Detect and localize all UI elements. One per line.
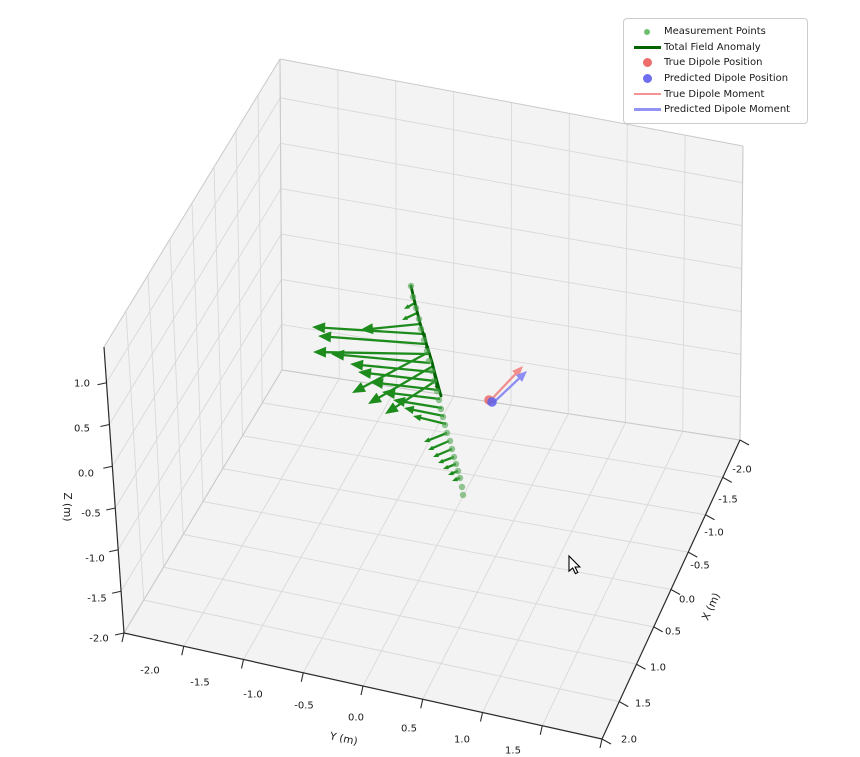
legend-item: True Dipole Moment [630,86,801,102]
legend-item-label: Predicted Dipole Position [664,73,789,85]
y-tick-label: 1.0 [454,735,470,746]
legend-item: True Dipole Position [630,55,801,71]
z-tick-label: -0.5 [81,509,101,520]
x-tick-label: 1.5 [635,699,651,710]
y-tick-label: -1.0 [243,690,263,701]
legend-item-label: True Dipole Moment [664,88,765,100]
tick-labels: -2.0 -1.5 -1.0 -0.5 0.0 0.5 1.0 1.5 2.0 -2.0 -1.5 -… [74,379,752,757]
y-tick-label: 0.0 [348,713,364,724]
z-tick-label: -1.5 [87,594,107,605]
y-tick-label: -2.0 [140,666,160,677]
dipole-markers [484,366,527,407]
legend-item: Predicted Dipole Position [630,71,801,87]
x-tick-label: 0.0 [679,595,695,606]
tick-marks [97,382,750,749]
x-tick-label: 1.0 [650,663,666,674]
legend-dot-marker [642,74,652,84]
y-axis-label: Y (m) [328,730,359,748]
x-tick-label: 0.5 [665,627,681,638]
legend-item-label: Total Field Anomaly [664,41,761,53]
x-tick-label: -2.0 [732,465,752,476]
y-tick-label: -1.5 [190,678,210,689]
legend-item: Measurement Points [630,24,801,40]
legend-dot-marker [644,28,650,35]
y-tick-label: -0.5 [294,701,314,712]
z-tick-label: -2.0 [89,634,109,645]
legend-line-marker [633,92,661,96]
x-tick-label: -1.5 [718,495,738,506]
z-tick-label: -1.0 [85,554,105,565]
legend-line-marker [633,46,661,49]
z-tick-label: 0.0 [78,469,94,480]
legend-dot-marker [642,58,652,68]
predicted-dipole-position-marker [487,397,497,407]
legend-item: Predicted Dipole Moment [630,102,801,118]
y-tick-label: 1.5 [505,746,521,757]
y-tick-label: 0.5 [401,724,417,735]
legend-item-label: True Dipole Position [664,57,763,69]
pane-edges [103,58,744,634]
legend-item-label: Predicted Dipole Moment [664,104,791,116]
x-axis-label: X (m) [700,591,723,622]
legend-item: Total Field Anomaly [630,40,801,56]
z-tick-label: 1.0 [74,379,90,390]
x-tick-label: -1.0 [704,528,724,539]
x-tick-label: -0.5 [690,561,710,572]
legend: Measurement Points Total Field Anomaly Tru… [623,18,808,124]
x-tick-label: 2.0 [621,735,637,746]
z-axis-label: Z (m) [61,493,73,522]
mouse-cursor [568,554,582,575]
measurement-points [407,282,467,499]
panes [104,59,743,739]
legend-item-label: Measurement Points [664,26,766,38]
z-tick-label: 0.5 [74,424,90,435]
legend-line-marker [633,108,661,112]
